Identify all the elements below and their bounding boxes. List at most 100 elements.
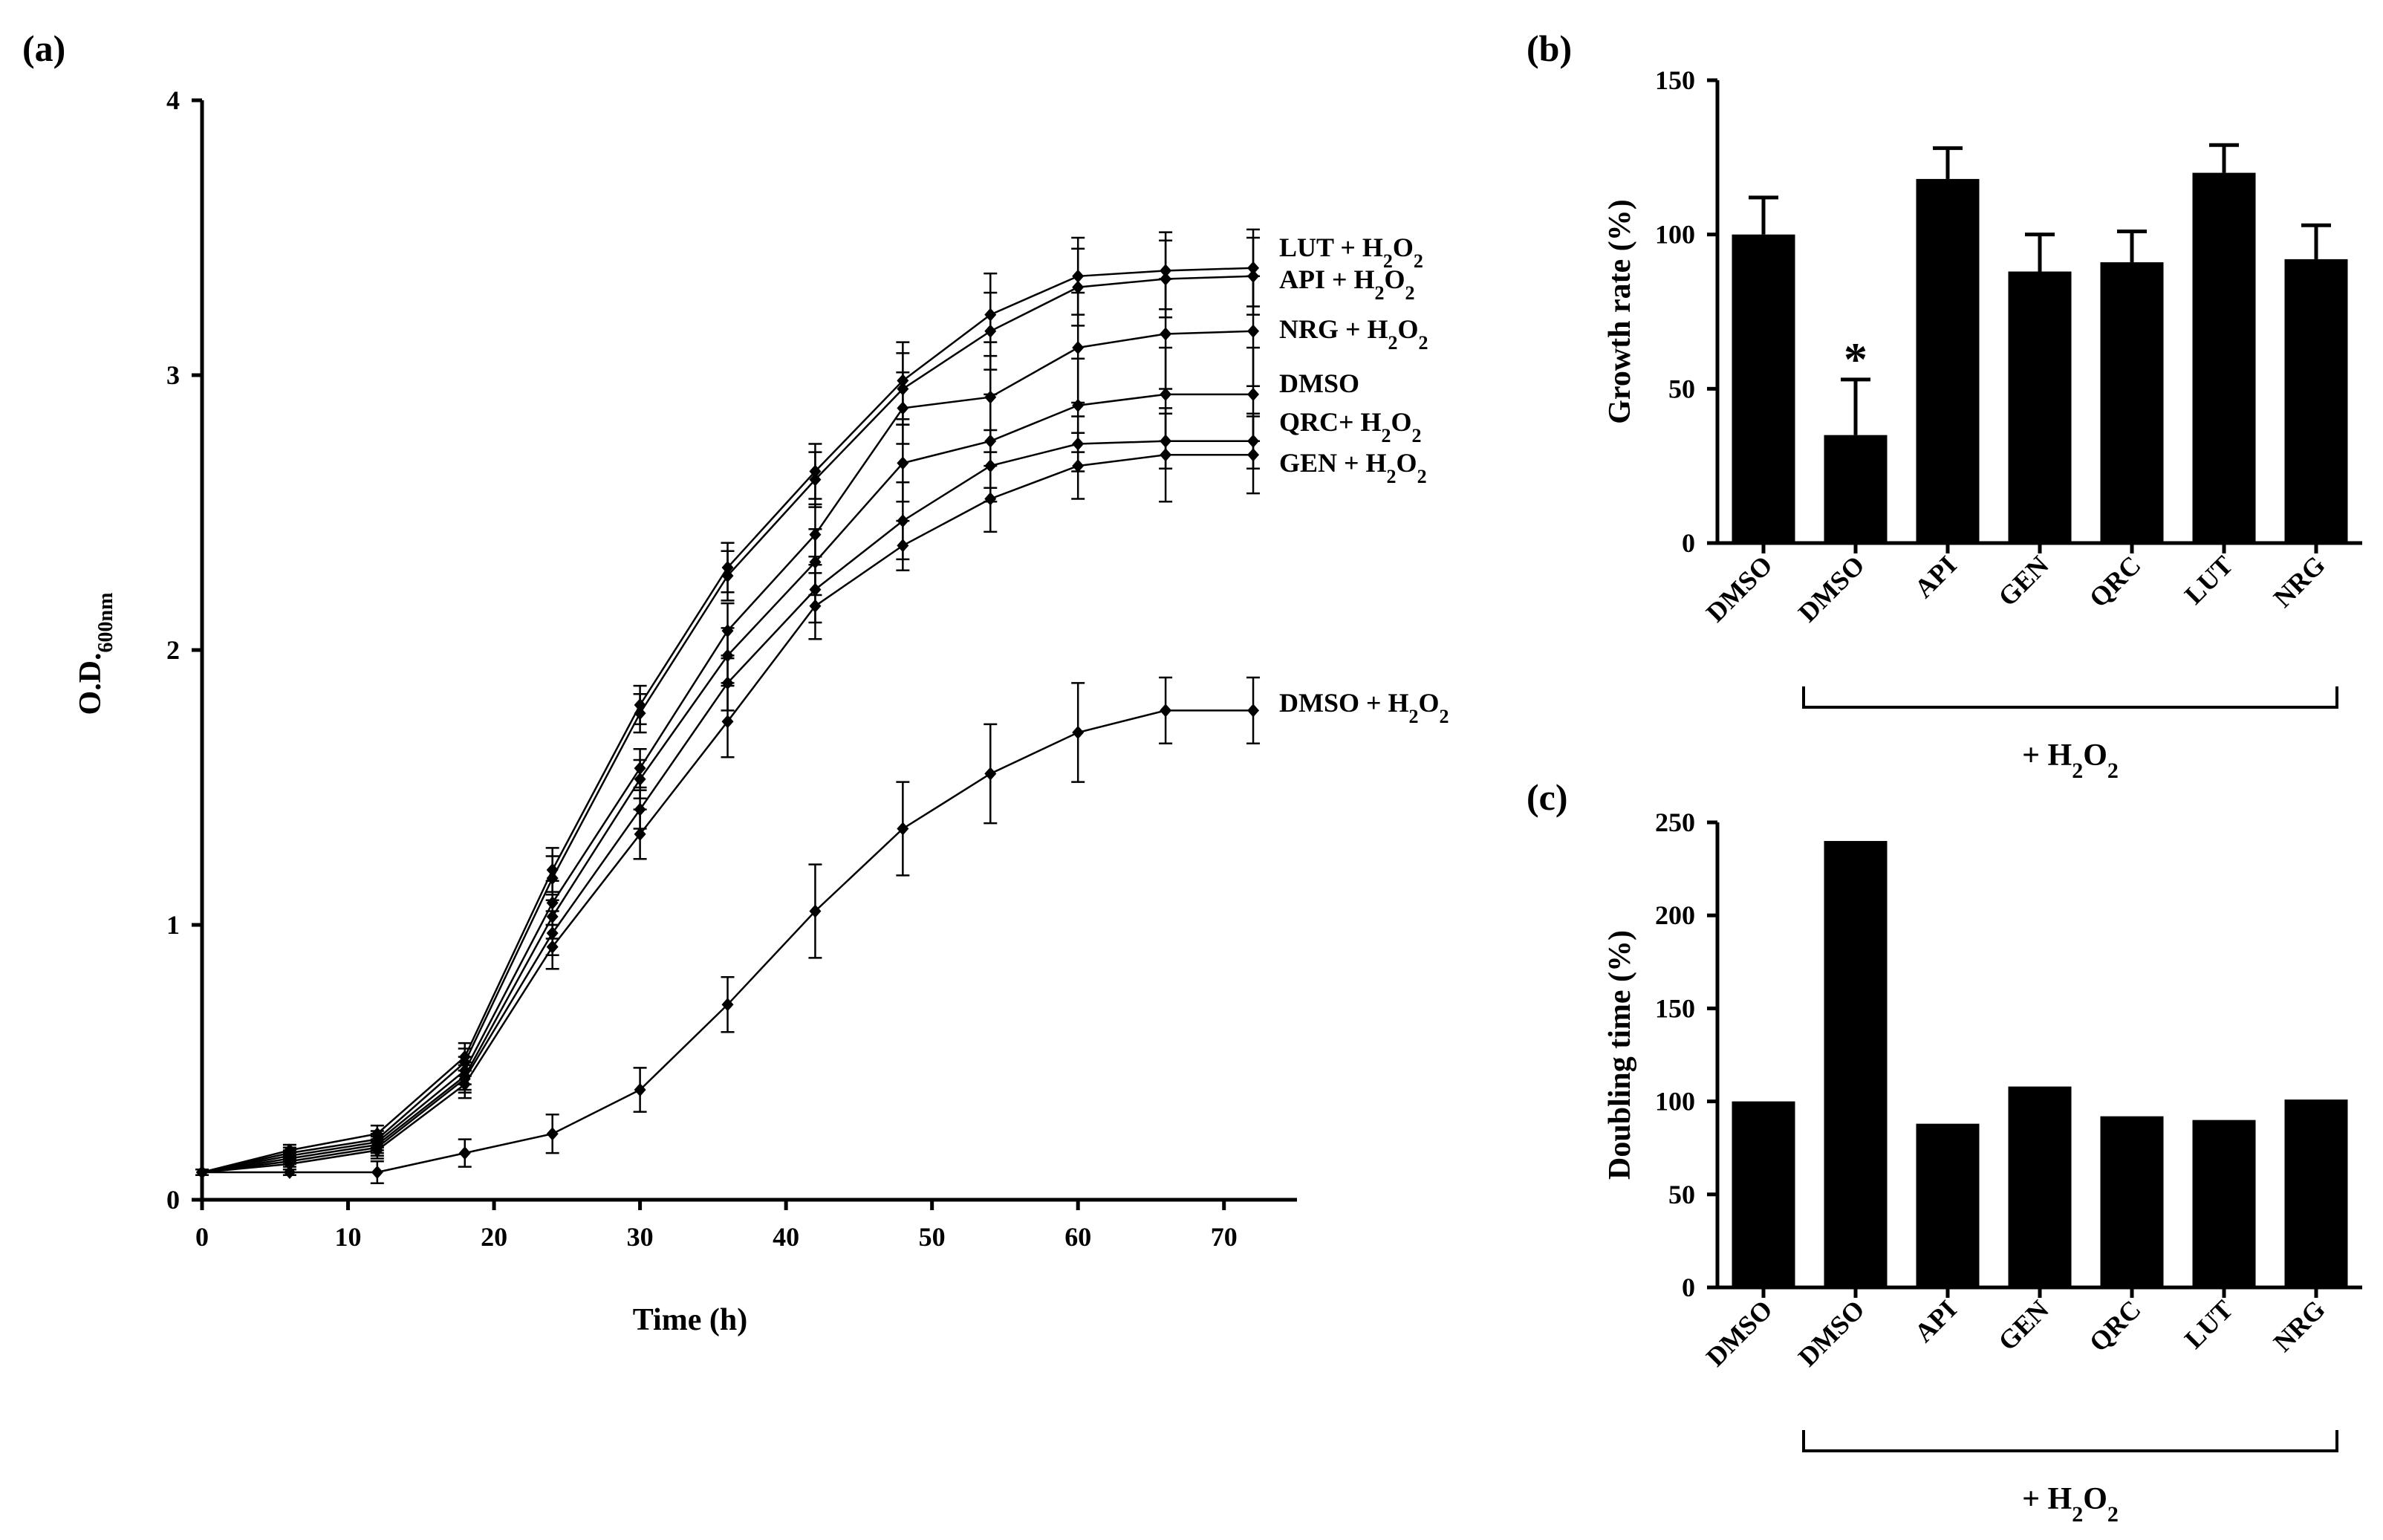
data-point bbox=[984, 767, 997, 781]
significance-marker: * bbox=[1844, 333, 1867, 386]
series-label: DMSO + H2O2 bbox=[1279, 688, 1449, 727]
y-axis-title: Growth rate (%) bbox=[1603, 199, 1637, 423]
category-label: DMSO bbox=[1700, 1294, 1778, 1372]
y-axis-title: O.D.600nm bbox=[74, 593, 117, 715]
category-label: DMSO bbox=[1700, 550, 1778, 628]
category-label: NRG bbox=[2268, 1294, 2331, 1357]
bar bbox=[2008, 271, 2072, 543]
x-tick-label: 60 bbox=[1064, 1222, 1091, 1252]
bar bbox=[1824, 841, 1888, 1287]
panel-a-label: (a) bbox=[22, 27, 65, 69]
data-point bbox=[1247, 324, 1260, 338]
x-tick-label: 30 bbox=[627, 1222, 654, 1252]
series-label: LUT + H2O2 bbox=[1279, 233, 1423, 272]
bar bbox=[1916, 178, 1980, 543]
y-tick-label: 100 bbox=[1655, 220, 1695, 250]
y-tick-label: 0 bbox=[1682, 1273, 1695, 1302]
series-6 bbox=[195, 676, 1261, 1185]
data-point bbox=[196, 1166, 208, 1179]
bar bbox=[2100, 262, 2164, 543]
data-point bbox=[634, 1083, 646, 1096]
category-label: NRG bbox=[2268, 550, 2331, 613]
data-point bbox=[634, 827, 646, 841]
data-point bbox=[1072, 459, 1085, 473]
panel-c-label: (c) bbox=[1527, 776, 1568, 818]
bar bbox=[1824, 435, 1888, 543]
y-tick-label: 250 bbox=[1655, 808, 1695, 837]
series-4 bbox=[195, 412, 1261, 1179]
category-label: GEN bbox=[1992, 550, 2054, 611]
bar bbox=[2284, 259, 2348, 543]
data-point bbox=[371, 1166, 383, 1179]
bracket bbox=[1802, 1430, 2338, 1452]
data-point bbox=[1247, 704, 1260, 718]
data-point bbox=[371, 1143, 383, 1157]
bar bbox=[2192, 1120, 2256, 1287]
data-point bbox=[897, 401, 909, 415]
x-tick-label: 10 bbox=[335, 1222, 362, 1252]
data-point bbox=[283, 1166, 296, 1179]
bar bbox=[2192, 172, 2256, 543]
category-label: DMSO bbox=[1792, 550, 1870, 628]
data-point bbox=[1247, 387, 1260, 401]
y-tick-label: 50 bbox=[1668, 374, 1695, 403]
data-point bbox=[984, 324, 997, 338]
data-point bbox=[809, 599, 822, 613]
data-point bbox=[1072, 398, 1085, 412]
data-point bbox=[283, 1157, 296, 1171]
y-tick-label: 1 bbox=[166, 910, 180, 940]
data-point bbox=[897, 456, 909, 470]
y-tick-label: 4 bbox=[166, 85, 180, 115]
bracket-label: + H2O2 bbox=[2022, 1482, 2119, 1527]
data-point bbox=[809, 904, 822, 918]
data-point bbox=[546, 940, 559, 954]
series-label: DMSO bbox=[1279, 368, 1359, 398]
bar bbox=[2008, 1086, 2072, 1287]
series-3 bbox=[195, 346, 1261, 1179]
bar bbox=[1916, 1123, 1980, 1287]
category-label: QRC bbox=[2084, 1294, 2147, 1357]
x-tick-label: 50 bbox=[919, 1222, 946, 1252]
data-point bbox=[1247, 448, 1260, 462]
category-label: DMSO bbox=[1792, 1294, 1870, 1372]
series-label: GEN + H2O2 bbox=[1279, 448, 1427, 487]
y-tick-label: 50 bbox=[1668, 1180, 1695, 1209]
y-tick-label: 200 bbox=[1655, 900, 1695, 930]
data-point bbox=[721, 715, 734, 729]
data-point bbox=[897, 822, 909, 836]
series-5 bbox=[195, 407, 1261, 1179]
y-tick-label: 150 bbox=[1655, 993, 1695, 1023]
y-tick-label: 3 bbox=[166, 360, 180, 390]
data-point bbox=[546, 1127, 559, 1141]
panel-b-label: (b) bbox=[1527, 27, 1572, 69]
y-tick-label: 0 bbox=[1682, 528, 1695, 558]
data-point bbox=[634, 706, 646, 721]
data-point bbox=[721, 569, 734, 583]
data-point bbox=[1072, 280, 1085, 294]
category-label: LUT bbox=[2179, 550, 2239, 610]
data-point bbox=[458, 1146, 471, 1160]
bar bbox=[2284, 1099, 2348, 1287]
data-point bbox=[1160, 327, 1172, 341]
category-label: GEN bbox=[1992, 1294, 2054, 1356]
y-tick-label: 0 bbox=[166, 1185, 180, 1215]
series-line bbox=[201, 393, 1253, 1174]
series-label: API + H2O2 bbox=[1279, 264, 1415, 304]
data-point bbox=[1072, 726, 1085, 739]
data-point bbox=[809, 472, 822, 487]
bracket bbox=[1802, 686, 2338, 709]
category-label: API bbox=[1909, 1294, 1963, 1348]
data-point bbox=[1160, 387, 1172, 401]
category-label: QRC bbox=[2084, 550, 2147, 613]
x-tick-label: 20 bbox=[481, 1222, 507, 1252]
series-label: QRC+ H2O2 bbox=[1279, 407, 1422, 446]
y-axis-title: Doubling time (%) bbox=[1603, 930, 1637, 1180]
bar bbox=[1732, 234, 1795, 543]
bracket-label: + H2O2 bbox=[2022, 738, 2119, 783]
data-point bbox=[1072, 341, 1085, 354]
bar bbox=[1732, 1101, 1795, 1287]
data-point bbox=[458, 1077, 471, 1091]
y-tick-label: 150 bbox=[1655, 65, 1695, 95]
